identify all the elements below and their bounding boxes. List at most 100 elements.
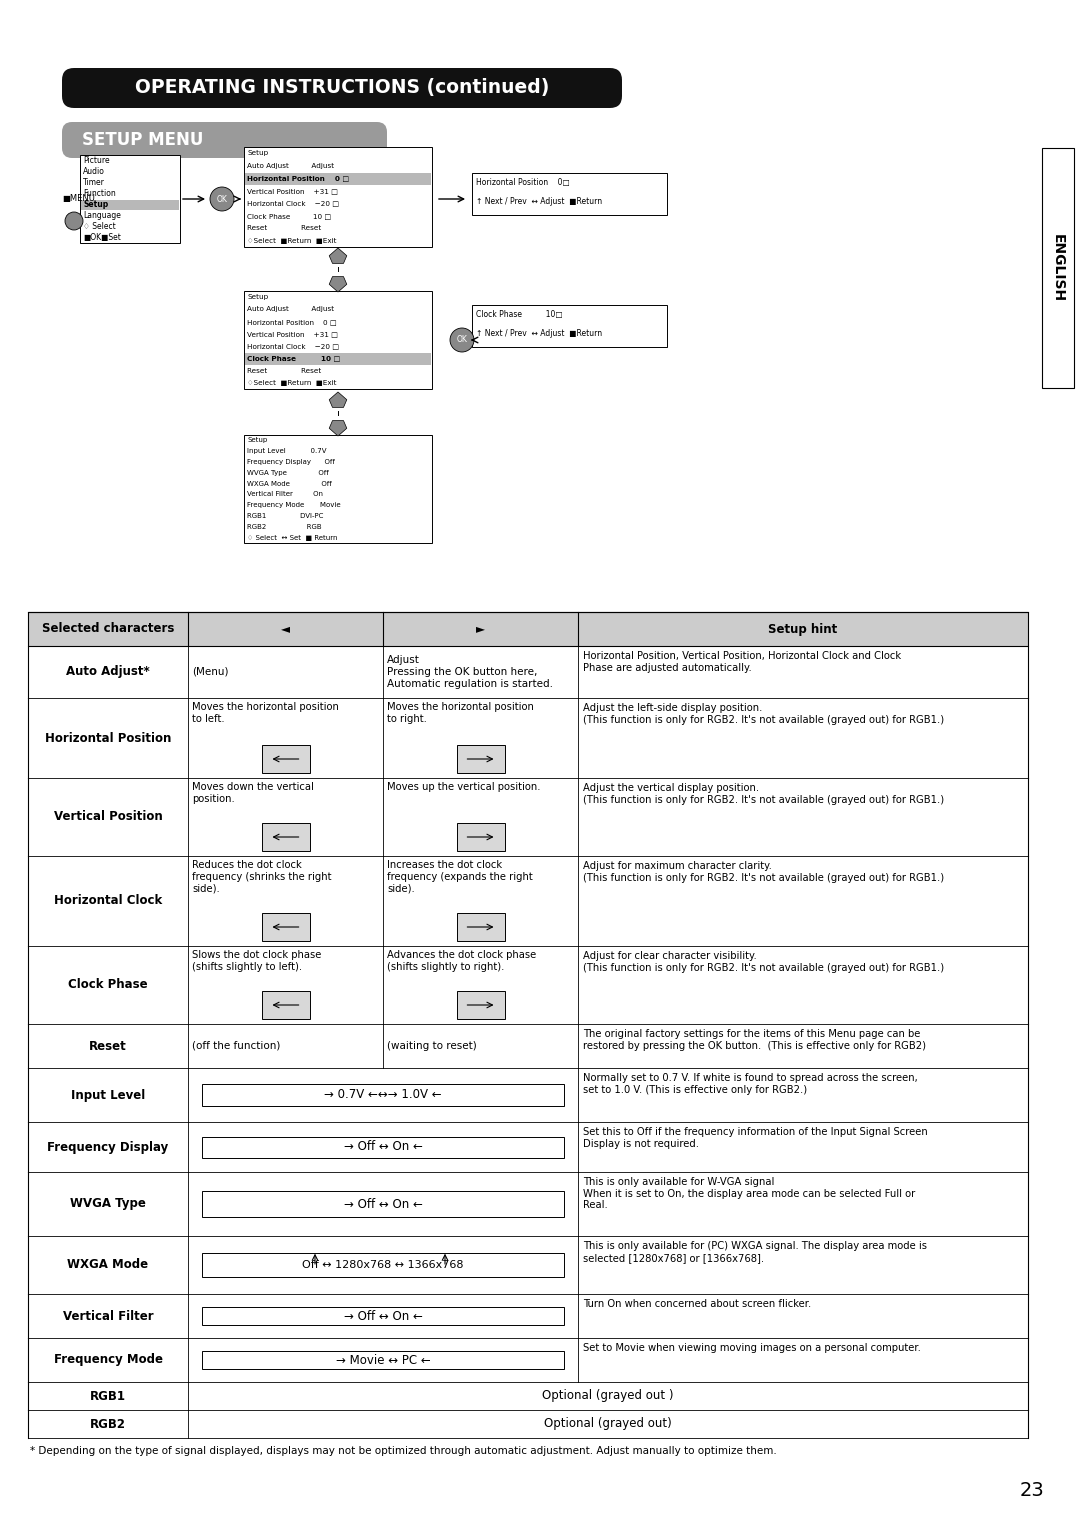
Bar <box>202 1306 564 1325</box>
Bar <box>472 173 667 215</box>
Text: Function: Function <box>83 189 116 199</box>
Bar <box>28 946 1028 1024</box>
Text: This is only available for (PC) WXGA signal. The display area mode is
selected [: This is only available for (PC) WXGA sig… <box>583 1241 927 1262</box>
Text: Clock Phase          10 □: Clock Phase 10 □ <box>247 356 340 362</box>
Bar <box>244 290 432 390</box>
Bar <box>245 353 431 365</box>
Text: WXGA Mode: WXGA Mode <box>67 1259 149 1271</box>
Circle shape <box>450 329 474 351</box>
Text: ◄: ◄ <box>281 622 291 636</box>
Text: Horizontal Position, Vertical Position, Horizontal Clock and Clock
Phase are adj: Horizontal Position, Vertical Position, … <box>583 651 901 672</box>
Text: Picture: Picture <box>83 156 110 165</box>
Bar <box>28 1294 1028 1339</box>
Text: Set this to Off if the frequency information of the Input Signal Screen
Display : Set this to Off if the frequency informa… <box>583 1128 928 1149</box>
Text: 23: 23 <box>1020 1481 1044 1499</box>
Bar <box>28 856 1028 946</box>
Text: → 0.7V ←↔→ 1.0V ←: → 0.7V ←↔→ 1.0V ← <box>324 1088 442 1102</box>
Text: Optional (grayed out ): Optional (grayed out ) <box>542 1389 674 1403</box>
Text: ►: ► <box>476 622 485 636</box>
Text: Vertical Filter         On: Vertical Filter On <box>247 492 323 498</box>
Text: Input Level           0.7V: Input Level 0.7V <box>247 448 326 454</box>
Bar <box>28 1172 1028 1236</box>
Text: → Off ↔ On ←: → Off ↔ On ← <box>343 1198 422 1210</box>
Bar <box>472 306 667 347</box>
Text: Adjust the vertical display position.
(This function is only for RGB2. It's not : Adjust the vertical display position. (T… <box>583 782 944 805</box>
Text: Set to Movie when viewing moving images on a personal computer.: Set to Movie when viewing moving images … <box>583 1343 921 1352</box>
Bar <box>202 1253 564 1277</box>
Text: ↑ Next / Prev  ↔ Adjust  ■Return: ↑ Next / Prev ↔ Adjust ■Return <box>476 329 603 338</box>
Text: Vertical Position: Vertical Position <box>54 810 162 824</box>
Text: Vertical Position    +31 □: Vertical Position +31 □ <box>247 332 338 336</box>
Text: Horizontal Position    0 □: Horizontal Position 0 □ <box>247 176 349 182</box>
Text: Reset               Reset: Reset Reset <box>247 368 321 374</box>
Text: Moves down the vertical
position.: Moves down the vertical position. <box>192 782 314 804</box>
Text: RGB2: RGB2 <box>90 1418 126 1430</box>
Text: Clock Phase: Clock Phase <box>68 978 148 992</box>
Text: Setup hint: Setup hint <box>768 622 838 636</box>
Text: Advances the dot clock phase
(shifts slightly to right).: Advances the dot clock phase (shifts sli… <box>387 950 537 972</box>
Text: → Off ↔ On ←: → Off ↔ On ← <box>343 1309 422 1323</box>
Text: → Movie ↔ PC ←: → Movie ↔ PC ← <box>336 1354 430 1366</box>
Text: WVGA Type              Off: WVGA Type Off <box>247 469 328 475</box>
Text: Adjust for maximum character clarity.
(This function is only for RGB2. It's not : Adjust for maximum character clarity. (T… <box>583 860 944 883</box>
Text: → Off ↔ On ←: → Off ↔ On ← <box>343 1140 422 1154</box>
Bar <box>28 1236 1028 1294</box>
Bar <box>80 154 180 243</box>
Bar <box>457 824 504 851</box>
Text: Reset: Reset <box>90 1039 126 1053</box>
Text: Clock Phase          10 □: Clock Phase 10 □ <box>247 212 332 219</box>
Bar <box>28 1024 1028 1068</box>
Text: ♢Select  ■Return  ■Exit: ♢Select ■Return ■Exit <box>247 380 337 387</box>
Text: SETUP MENU: SETUP MENU <box>82 131 203 150</box>
Bar <box>202 1190 564 1218</box>
Text: Selected characters: Selected characters <box>42 622 174 636</box>
Circle shape <box>65 212 83 231</box>
Polygon shape <box>329 248 347 263</box>
Text: ♢ Select: ♢ Select <box>83 222 116 231</box>
Bar <box>28 1339 1028 1381</box>
Bar <box>202 1351 564 1369</box>
Bar <box>28 1381 1028 1410</box>
Text: Timer: Timer <box>83 177 105 186</box>
Text: ENGLISH: ENGLISH <box>1051 234 1065 303</box>
Circle shape <box>210 186 234 211</box>
Text: Adjust the left-side display position.
(This function is only for RGB2. It's not: Adjust the left-side display position. (… <box>583 703 944 724</box>
Bar <box>244 435 432 542</box>
Text: Optional (grayed out): Optional (grayed out) <box>544 1418 672 1430</box>
Text: Horizontal Position    0□: Horizontal Position 0□ <box>476 179 570 188</box>
Bar <box>28 698 1028 778</box>
Bar <box>202 1137 564 1158</box>
Text: Frequency Display      Off: Frequency Display Off <box>247 458 335 465</box>
Bar <box>261 824 310 851</box>
Text: Slows the dot clock phase
(shifts slightly to left).: Slows the dot clock phase (shifts slight… <box>192 950 322 972</box>
Text: Frequency Display: Frequency Display <box>48 1140 168 1154</box>
Text: Vertical Filter: Vertical Filter <box>63 1309 153 1323</box>
Text: * Depending on the type of signal displayed, displays may not be optimized throu: * Depending on the type of signal displa… <box>30 1445 777 1456</box>
Text: OK: OK <box>217 194 228 203</box>
Text: Adjust for clear character visibility.
(This function is only for RGB2. It's not: Adjust for clear character visibility. (… <box>583 950 944 973</box>
Text: Vertical Position    +31 □: Vertical Position +31 □ <box>247 188 338 194</box>
Text: Setup: Setup <box>83 200 108 209</box>
Text: Setup: Setup <box>247 293 268 299</box>
Text: Audio: Audio <box>83 167 105 176</box>
Text: This is only available for W-VGA signal
When it is set to On, the display area m: This is only available for W-VGA signal … <box>583 1177 915 1210</box>
Bar <box>1042 148 1074 388</box>
Text: Clock Phase          10□: Clock Phase 10□ <box>476 310 563 319</box>
Text: Frequency Mode: Frequency Mode <box>54 1354 162 1366</box>
Text: Off ↔ 1280x768 ↔ 1366x768: Off ↔ 1280x768 ↔ 1366x768 <box>302 1261 463 1270</box>
Text: Input Level: Input Level <box>71 1088 145 1102</box>
Text: ■OK■Set: ■OK■Set <box>83 232 121 241</box>
Polygon shape <box>329 277 347 292</box>
Text: Moves the horizontal position
to left.: Moves the horizontal position to left. <box>192 701 339 724</box>
Text: OPERATING INSTRUCTIONS (continued): OPERATING INSTRUCTIONS (continued) <box>135 78 550 98</box>
Text: WXGA Mode              Off: WXGA Mode Off <box>247 481 332 486</box>
Text: RGB1               DVI-PC: RGB1 DVI-PC <box>247 513 323 520</box>
Text: Horizontal Clock    −20 □: Horizontal Clock −20 □ <box>247 200 339 206</box>
Text: Reduces the dot clock
frequency (shrinks the right
side).: Reduces the dot clock frequency (shrinks… <box>192 860 332 894</box>
Text: WVGA Type: WVGA Type <box>70 1198 146 1210</box>
Text: Increases the dot clock
frequency (expands the right
side).: Increases the dot clock frequency (expan… <box>387 860 532 894</box>
Bar <box>457 914 504 941</box>
Text: Setup: Setup <box>247 437 267 443</box>
Bar <box>244 147 432 248</box>
Text: Reset               Reset: Reset Reset <box>247 225 321 231</box>
